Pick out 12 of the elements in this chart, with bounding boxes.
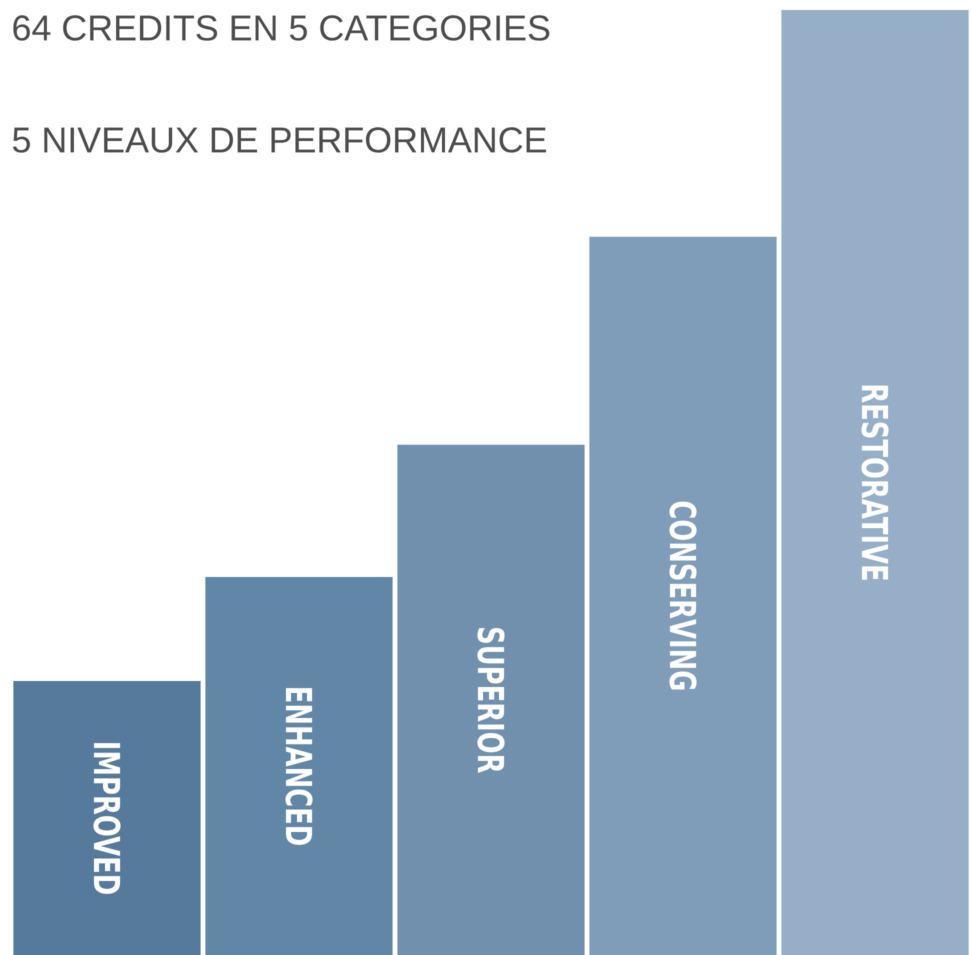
bar — [205, 576, 393, 955]
bar — [589, 236, 777, 955]
bar — [13, 680, 201, 955]
x-tick-label: RESTORATIVE — [861, 386, 889, 580]
bar — [397, 444, 585, 955]
x-tick-label: CONSERVING — [669, 502, 697, 690]
x-tick-label: ENHANCED — [285, 688, 313, 845]
bar — [781, 10, 969, 955]
x-tick-label: IMPROVED — [93, 743, 121, 894]
text: 5 NIVEAUX DE PERFORMANCE — [12, 127, 546, 153]
chart-title: 64 CREDITS EN 5 CATEGORIES — [13, 15, 550, 41]
x-tick-label: SUPERIOR — [477, 628, 505, 774]
